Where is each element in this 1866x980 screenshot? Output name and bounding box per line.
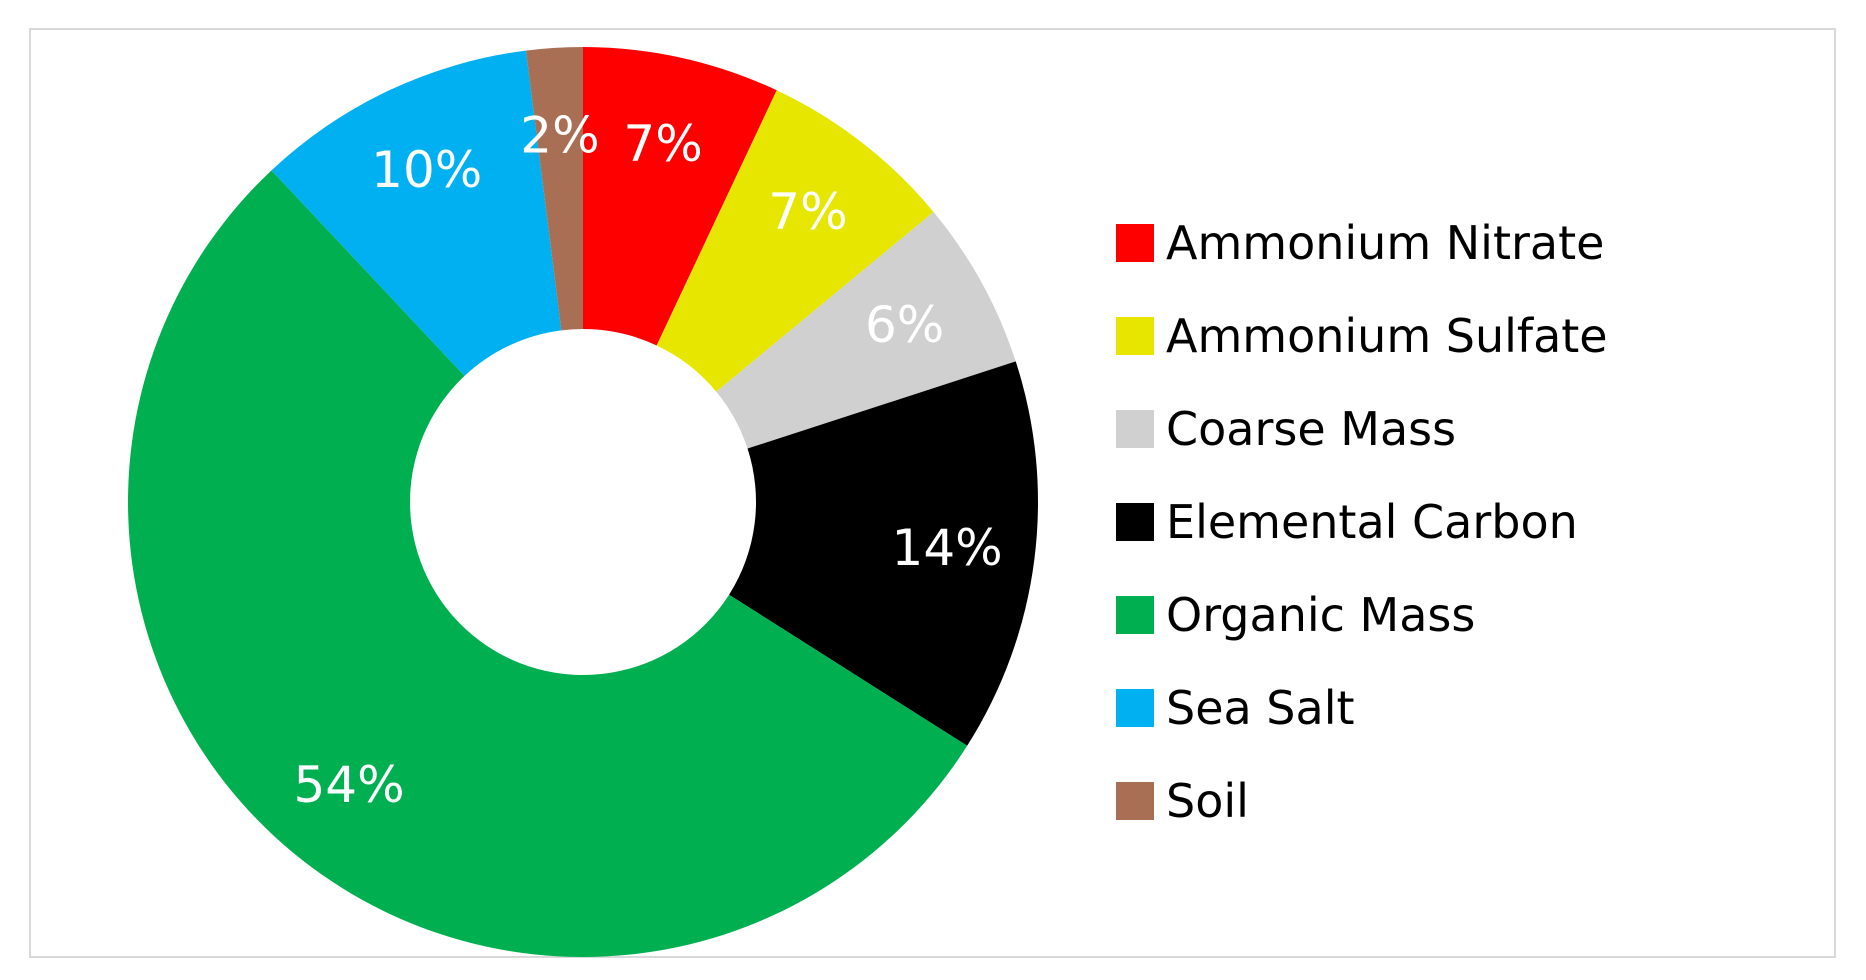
donut-data-labels: 7% 7% 6% 14% 54% 10% 2% <box>293 107 1002 814</box>
legend-swatch-elemental-carbon <box>1116 502 1154 541</box>
slice-sea-salt <box>271 50 562 376</box>
legend: Ammonium Nitrate Ammonium Sulfate Coarse M… <box>1116 196 1716 847</box>
legend-label-ammonium-nitrate: Ammonium Nitrate <box>1166 215 1605 270</box>
legend-item-organic-mass: Organic Mass <box>1116 568 1716 661</box>
legend-swatch-ammonium-sulfate <box>1116 316 1154 355</box>
slice-organic-mass <box>127 170 968 957</box>
data-label-elemental-carbon: 14% <box>892 519 1003 577</box>
data-label-ammonium-sulfate: 7% <box>768 183 847 241</box>
data-label-coarse-mass: 6% <box>865 296 944 354</box>
donut-slices <box>127 47 1038 957</box>
slice-soil <box>525 47 583 331</box>
slice-coarse-mass <box>716 211 1016 449</box>
legend-item-sea-salt: Sea Salt <box>1116 661 1716 754</box>
data-label-ammonium-nitrate: 7% <box>623 115 702 173</box>
legend-swatch-coarse-mass <box>1116 409 1154 448</box>
legend-item-ammonium-nitrate: Ammonium Nitrate <box>1116 196 1716 289</box>
data-label-organic-mass: 54% <box>293 756 404 814</box>
legend-label-soil: Soil <box>1166 773 1249 828</box>
legend-label-elemental-carbon: Elemental Carbon <box>1166 494 1578 549</box>
legend-swatch-organic-mass <box>1116 595 1154 634</box>
legend-item-soil: Soil <box>1116 754 1716 847</box>
data-label-soil: 2% <box>520 107 599 165</box>
legend-label-ammonium-sulfate: Ammonium Sulfate <box>1166 308 1608 363</box>
legend-swatch-soil <box>1116 781 1154 820</box>
data-label-sea-salt: 10% <box>371 141 482 199</box>
slice-ammonium-sulfate <box>656 90 934 392</box>
legend-swatch-sea-salt <box>1116 688 1154 727</box>
legend-item-elemental-carbon: Elemental Carbon <box>1116 475 1716 568</box>
legend-label-coarse-mass: Coarse Mass <box>1166 401 1457 456</box>
legend-label-organic-mass: Organic Mass <box>1166 587 1476 642</box>
legend-item-ammonium-sulfate: Ammonium Sulfate <box>1116 289 1716 382</box>
legend-swatch-ammonium-nitrate <box>1116 223 1154 262</box>
legend-item-coarse-mass: Coarse Mass <box>1116 382 1716 475</box>
slice-ammonium-nitrate <box>583 47 777 346</box>
slice-elemental-carbon <box>729 361 1038 746</box>
legend-label-sea-salt: Sea Salt <box>1166 680 1355 735</box>
